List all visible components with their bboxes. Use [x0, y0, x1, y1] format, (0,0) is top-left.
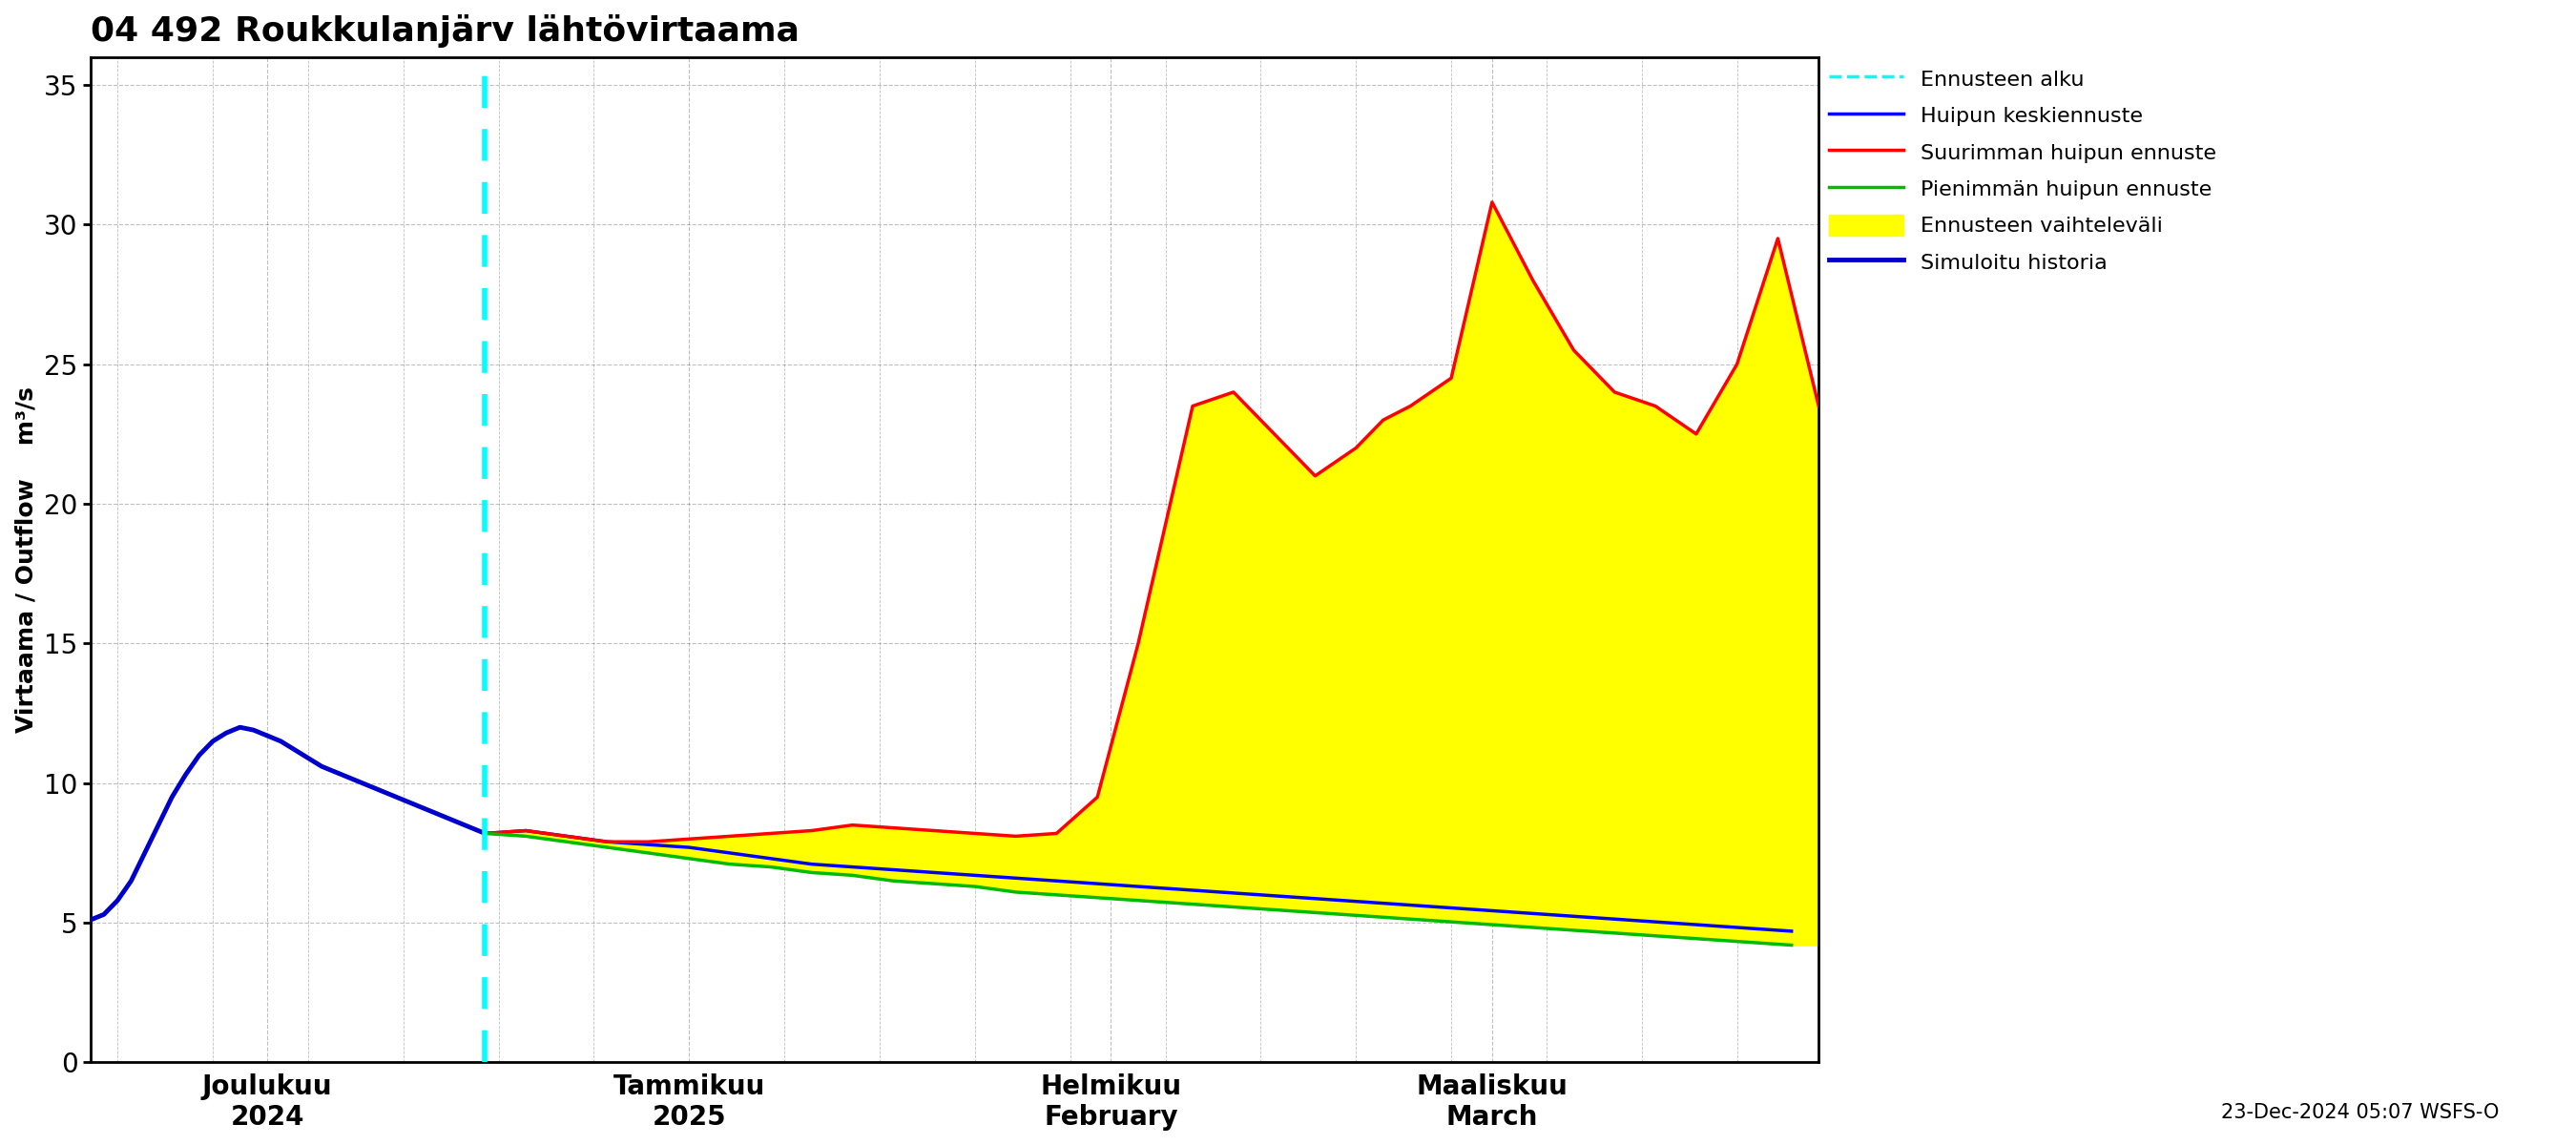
- Legend: Ennusteen alku, Huipun keskiennuste, Suurimman huipun ennuste, Pienimmän huipun : Ennusteen alku, Huipun keskiennuste, Suu…: [1819, 57, 2226, 283]
- Text: 04 492 Roukkulanjärv lähtövirtaama: 04 492 Roukkulanjärv lähtövirtaama: [90, 14, 799, 48]
- Text: 23-Dec-2024 05:07 WSFS-O: 23-Dec-2024 05:07 WSFS-O: [2221, 1103, 2499, 1122]
- Y-axis label: Virtaama / Outflow    m³/s: Virtaama / Outflow m³/s: [15, 387, 36, 733]
